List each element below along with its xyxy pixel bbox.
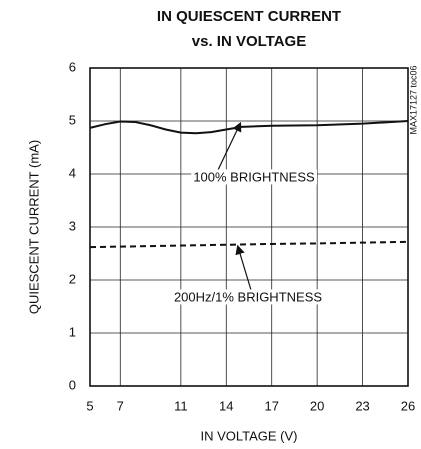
annotation-arrow <box>235 244 252 291</box>
x-axis-label: IN VOLTAGE (V) <box>200 428 297 443</box>
x-tick-label: 17 <box>264 398 278 413</box>
annotation-bg <box>191 169 318 185</box>
x-tick-label: 5 <box>86 398 93 413</box>
x-tick-label: 23 <box>355 398 369 413</box>
x-tick-label: 14 <box>219 398 233 413</box>
x-tick-label: 7 <box>117 398 124 413</box>
data-line <box>89 120 409 135</box>
annotation-bg <box>171 289 325 305</box>
side-note: MAX17127 toc06 <box>408 65 418 134</box>
data-line <box>89 240 409 249</box>
annotation: 100% BRIGHTNESS <box>193 169 315 184</box>
y-tick-label: 3 <box>69 218 76 233</box>
x-tick-label: 26 <box>401 398 415 413</box>
annotation: 200Hz/1% BRIGHTNESS <box>174 289 322 304</box>
chart-title: IN QUIESCENT CURRENT <box>157 8 341 25</box>
x-tick-label: 11 <box>174 398 188 413</box>
y-tick-label: 2 <box>69 271 76 286</box>
y-tick-label: 6 <box>69 59 76 74</box>
chart-title: vs. IN VOLTAGE <box>192 33 306 50</box>
x-tick-label: 20 <box>310 398 324 413</box>
y-tick-label: 5 <box>69 112 76 127</box>
annotation-arrow <box>217 121 242 171</box>
y-tick-label: 1 <box>69 324 76 339</box>
plot-frame <box>89 67 409 387</box>
y-tick-label: 0 <box>69 377 76 392</box>
y-axis-label: QUIESCENT CURRENT (mA) <box>26 140 41 314</box>
y-tick-label: 4 <box>69 165 76 180</box>
